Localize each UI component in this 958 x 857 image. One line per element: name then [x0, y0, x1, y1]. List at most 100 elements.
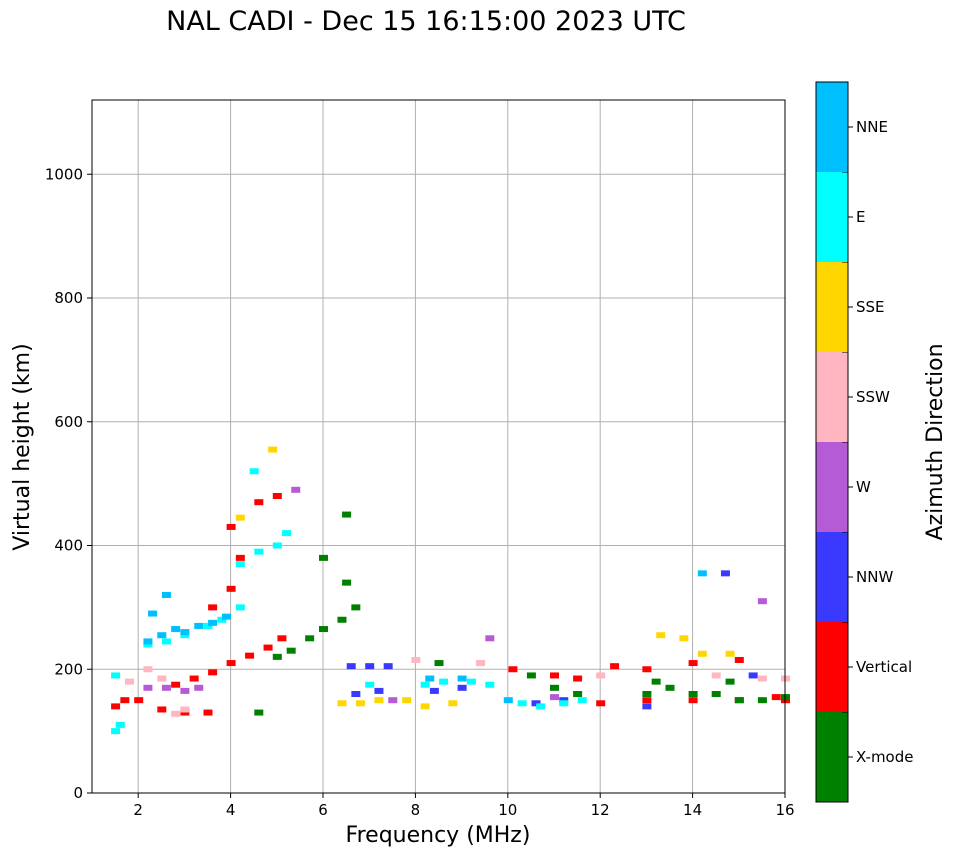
data-point-vertical [226, 585, 236, 592]
data-point-w [161, 684, 171, 691]
colorbar-label-e: E [856, 208, 865, 226]
data-point-e [272, 542, 282, 549]
data-point-sse [235, 514, 245, 521]
x-tick-label: 4 [226, 801, 236, 819]
data-point-e [235, 604, 245, 611]
data-point-vertical [688, 660, 698, 667]
data-point-sse [420, 703, 430, 710]
data-point-x-mode [651, 678, 661, 685]
data-point-vertical [171, 681, 181, 688]
colorbar-swatch-w [816, 442, 848, 532]
x-tick-label: 2 [133, 801, 143, 819]
data-point-e [235, 561, 245, 568]
colorbar-swatch-ssw [816, 352, 848, 442]
data-point-x-mode [734, 697, 744, 704]
data-point-ssw [143, 666, 153, 673]
data-point-vertical [208, 604, 218, 611]
x-tick-label: 14 [683, 801, 702, 819]
data-point-ssw [157, 675, 167, 682]
data-point-w [757, 598, 767, 605]
data-point-nne [171, 626, 181, 633]
data-point-x-mode [286, 647, 296, 654]
data-point-x-mode [642, 691, 652, 697]
data-points [111, 446, 790, 735]
x-tick-label: 8 [411, 801, 421, 819]
data-point-vertical [596, 700, 606, 707]
data-point-sse [268, 446, 278, 453]
y-tick-label: 400 [54, 537, 83, 555]
data-point-e [143, 641, 153, 648]
data-point-sse [448, 700, 458, 707]
data-point-vertical [508, 666, 518, 673]
data-point-vertical [226, 523, 236, 530]
data-point-e [203, 622, 213, 629]
data-point-nnw [720, 570, 730, 577]
data-point-nne [221, 613, 231, 620]
colorbar-label-w: W [856, 478, 871, 496]
y-tick-label: 0 [73, 784, 83, 802]
chart-title: NAL CADI - Dec 15 16:15:00 2023 UTC [166, 6, 686, 37]
data-point-nnw [346, 663, 356, 670]
x-tick-label: 16 [775, 801, 794, 819]
colorbar-label: Azimuth Direction [923, 343, 948, 540]
y-axis-label: Virtual height (km) [10, 343, 35, 550]
data-point-x-mode [305, 635, 315, 642]
data-point-vertical [642, 697, 652, 704]
data-point-vertical [688, 697, 698, 704]
colorbar-swatch-x-mode [816, 712, 848, 802]
data-point-e [254, 548, 264, 555]
data-point-e [485, 681, 495, 688]
data-point-nne [143, 638, 153, 645]
data-point-vertical [254, 499, 264, 506]
data-point-vertical [573, 675, 583, 682]
data-point-nnw [383, 663, 393, 670]
data-point-ssw [411, 656, 421, 663]
data-point-x-mode [351, 604, 361, 611]
data-point-vertical [111, 703, 121, 710]
data-point-x-mode [319, 626, 328, 633]
y-tick-label: 1000 [45, 165, 83, 183]
data-point-e [282, 530, 292, 537]
colorbar-label-x-mode: X-mode [856, 748, 913, 766]
data-point-x-mode [711, 691, 721, 697]
data-point-x-mode [688, 691, 698, 697]
colorbar-label-ssw: SSW [856, 388, 890, 406]
data-point-e [111, 672, 121, 679]
data-point-w [180, 687, 190, 694]
data-point-x-mode [434, 660, 444, 667]
colorbar-label-nnw: NNW [856, 568, 893, 586]
data-point-w [291, 486, 301, 493]
data-point-vertical [642, 666, 652, 673]
x-axis-ticks: 2 4 6 8 10 12 14 16 [133, 793, 795, 819]
colorbar-swatch-sse [816, 262, 848, 352]
x-tick-label: 6 [318, 801, 328, 819]
data-point-vertical [245, 652, 255, 659]
data-point-sse [374, 697, 384, 704]
y-tick-label: 600 [54, 413, 83, 431]
data-point-x-mode [254, 709, 264, 716]
data-point-sse [697, 650, 707, 657]
colorbar-swatch-nne [816, 82, 848, 172]
x-axis-label: Frequency (MHz) [346, 823, 531, 848]
colorbar-label-vertical: Vertical [856, 658, 912, 676]
data-point-nnw [531, 700, 541, 707]
data-point-ssw [171, 710, 181, 717]
colorbar-swatch-nnw [816, 532, 848, 622]
colorbar-label-sse: SSE [856, 298, 885, 316]
data-point-nnw [351, 691, 361, 697]
data-point-vertical [208, 669, 218, 676]
data-point-nnw [429, 687, 439, 694]
data-point-e [180, 632, 190, 639]
data-point-vertical [203, 709, 213, 716]
data-point-x-mode [665, 684, 675, 691]
data-point-w [143, 684, 153, 691]
data-point-e [420, 681, 430, 688]
data-point-w [388, 697, 398, 704]
data-point-e [439, 678, 449, 685]
data-point-e [559, 700, 569, 707]
y-tick-label: 800 [54, 289, 83, 307]
data-point-w [550, 694, 559, 701]
data-point-nne [697, 570, 707, 577]
data-point-nne [208, 619, 218, 626]
